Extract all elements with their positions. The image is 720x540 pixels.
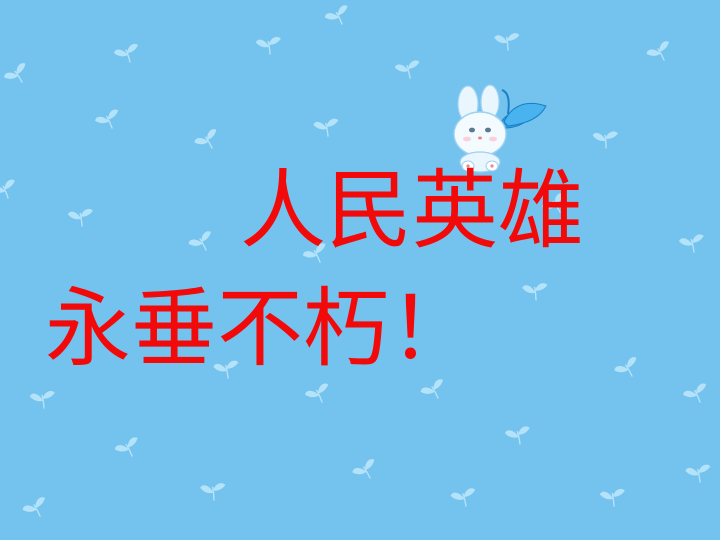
- headline-line-2: 永垂不朽！: [45, 279, 475, 379]
- headline-line-1: 人民英雄: [240, 161, 584, 261]
- bunny-mascot-icon: [453, 84, 547, 173]
